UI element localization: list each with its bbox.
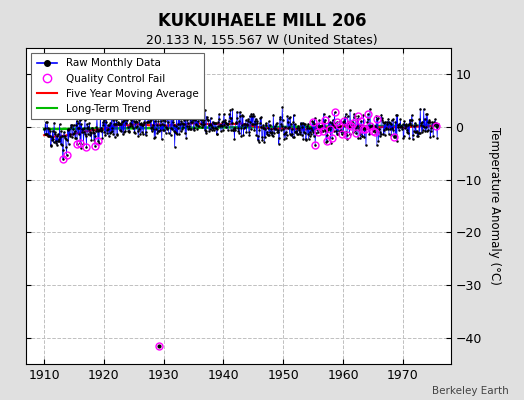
Text: Berkeley Earth: Berkeley Earth [432, 386, 508, 396]
Legend: Raw Monthly Data, Quality Control Fail, Five Year Moving Average, Long-Term Tren: Raw Monthly Data, Quality Control Fail, … [31, 53, 204, 119]
Text: KUKUIHAELE MILL 206: KUKUIHAELE MILL 206 [158, 12, 366, 30]
Text: 20.133 N, 155.567 W (United States): 20.133 N, 155.567 W (United States) [146, 34, 378, 47]
Y-axis label: Temperature Anomaly (°C): Temperature Anomaly (°C) [488, 127, 501, 285]
